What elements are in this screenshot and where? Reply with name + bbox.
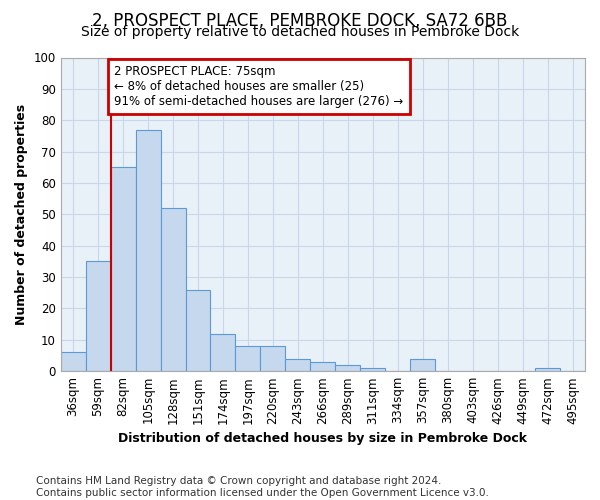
Bar [211,334,235,371]
Bar [260,346,286,371]
Bar [86,262,110,371]
X-axis label: Distribution of detached houses by size in Pembroke Dock: Distribution of detached houses by size … [118,432,527,445]
Bar [360,368,385,371]
Text: Size of property relative to detached houses in Pembroke Dock: Size of property relative to detached ho… [81,25,519,39]
Y-axis label: Number of detached properties: Number of detached properties [15,104,28,325]
Bar [161,208,185,371]
Text: 2 PROSPECT PLACE: 75sqm
← 8% of detached houses are smaller (25)
91% of semi-det: 2 PROSPECT PLACE: 75sqm ← 8% of detached… [115,66,404,108]
Bar [61,352,86,371]
Bar [136,130,161,371]
Bar [185,290,211,371]
Bar [286,358,310,371]
Bar [310,362,335,371]
Bar [335,365,360,371]
Bar [410,358,435,371]
Bar [535,368,560,371]
Bar [235,346,260,371]
Bar [110,168,136,371]
Text: Contains HM Land Registry data © Crown copyright and database right 2024.
Contai: Contains HM Land Registry data © Crown c… [36,476,489,498]
Text: 2, PROSPECT PLACE, PEMBROKE DOCK, SA72 6BB: 2, PROSPECT PLACE, PEMBROKE DOCK, SA72 6… [92,12,508,30]
